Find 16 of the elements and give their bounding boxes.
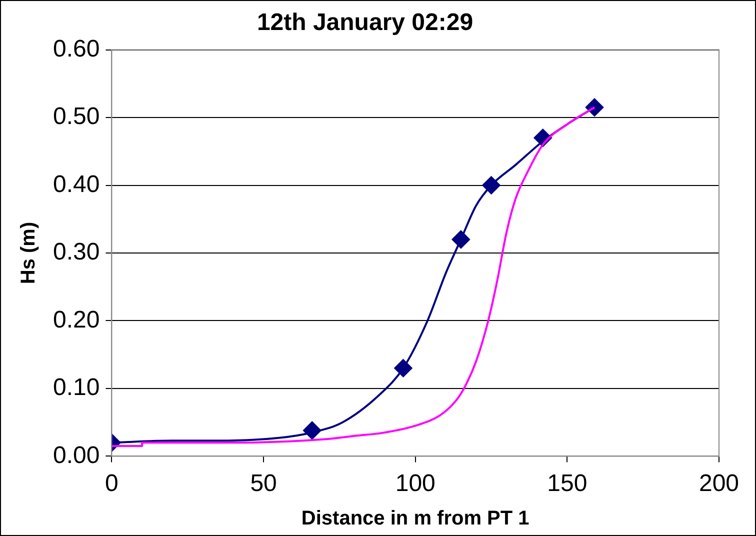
x-tick-label: 200 [698,470,740,498]
x-tick-label: 150 [547,470,588,498]
x-tick-label: 100 [395,470,436,498]
y-tick-label: 0.50 [52,103,100,130]
y-tick-label: 0.10 [52,374,100,402]
y-axis-title: Hs (m) [18,222,40,284]
x-axis-title: Distance in m from PT 1 [301,508,530,530]
y-tick-label: 0.40 [52,170,100,198]
x-tick-label: 50 [250,470,277,498]
y-tick-label: 0.00 [52,442,100,469]
y-tick-label: 0.20 [52,306,100,334]
chart-title: 12th January 02:29 [256,9,474,36]
y-tick-label: 0.30 [52,238,100,266]
point [586,98,604,116]
y-tick-label: 0.60 [52,35,100,62]
x-tick-label: 0 [105,470,118,498]
